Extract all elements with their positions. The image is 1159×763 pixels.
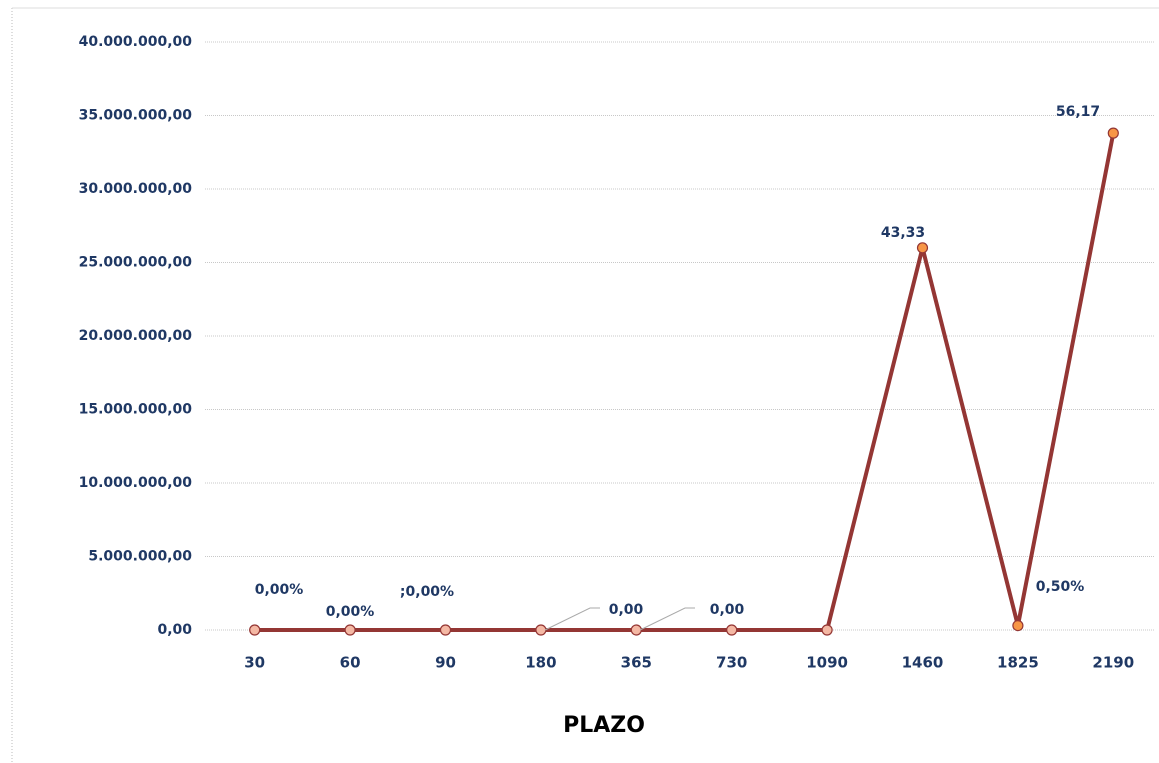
marker xyxy=(916,242,929,254)
data-annotation: 0,50% xyxy=(1036,579,1085,595)
y-tick-label: 15.000.000,00 xyxy=(79,402,193,418)
leader-line xyxy=(639,607,695,631)
data-annotation: 43,33 xyxy=(881,225,925,241)
y-tick-label: 0,00 xyxy=(157,622,192,638)
y-tick-label: 10.000.000,00 xyxy=(79,475,193,491)
marker xyxy=(1107,127,1119,139)
marker xyxy=(439,624,452,636)
marker xyxy=(1012,619,1024,632)
data-annotation: 0,00 xyxy=(609,602,644,618)
y-tick-label: 40.000.000,00 xyxy=(79,34,193,50)
x-tick-label: 1090 xyxy=(806,654,848,672)
x-tick-label: 2190 xyxy=(1092,654,1134,672)
marker xyxy=(344,624,356,636)
x-tick-label: 90 xyxy=(435,654,456,672)
y-tick-label: 20.000.000,00 xyxy=(79,328,193,344)
x-tick-label: 180 xyxy=(525,654,556,672)
data-annotation: 0,00% xyxy=(326,604,375,620)
marker xyxy=(630,624,642,636)
data-annotation: 56,17 xyxy=(1056,104,1100,120)
x-axis-title: PLAZO xyxy=(563,713,645,738)
data-annotation: ;0,00% xyxy=(400,584,454,600)
marker xyxy=(821,624,833,636)
leader-line xyxy=(544,607,600,631)
x-tick-label: 1825 xyxy=(997,654,1039,672)
y-tick-label: 30.000.000,00 xyxy=(79,181,193,197)
marker xyxy=(249,624,261,636)
x-tick-label: 730 xyxy=(716,654,747,672)
line xyxy=(254,132,1116,632)
marker xyxy=(726,624,738,636)
x-tick-label: 365 xyxy=(621,654,652,672)
x-tick-label: 1460 xyxy=(902,654,944,672)
data-annotation: 0,00 xyxy=(710,602,745,618)
y-tick-label: 5.000.000,00 xyxy=(88,549,192,565)
y-tick-label: 25.000.000,00 xyxy=(79,255,193,271)
x-tick-label: 30 xyxy=(244,654,265,672)
x-tick-label: 60 xyxy=(340,654,361,672)
marker xyxy=(535,624,547,636)
data-annotation: 0,00% xyxy=(255,582,304,598)
y-tick-label: 35.000.000,00 xyxy=(79,108,193,124)
